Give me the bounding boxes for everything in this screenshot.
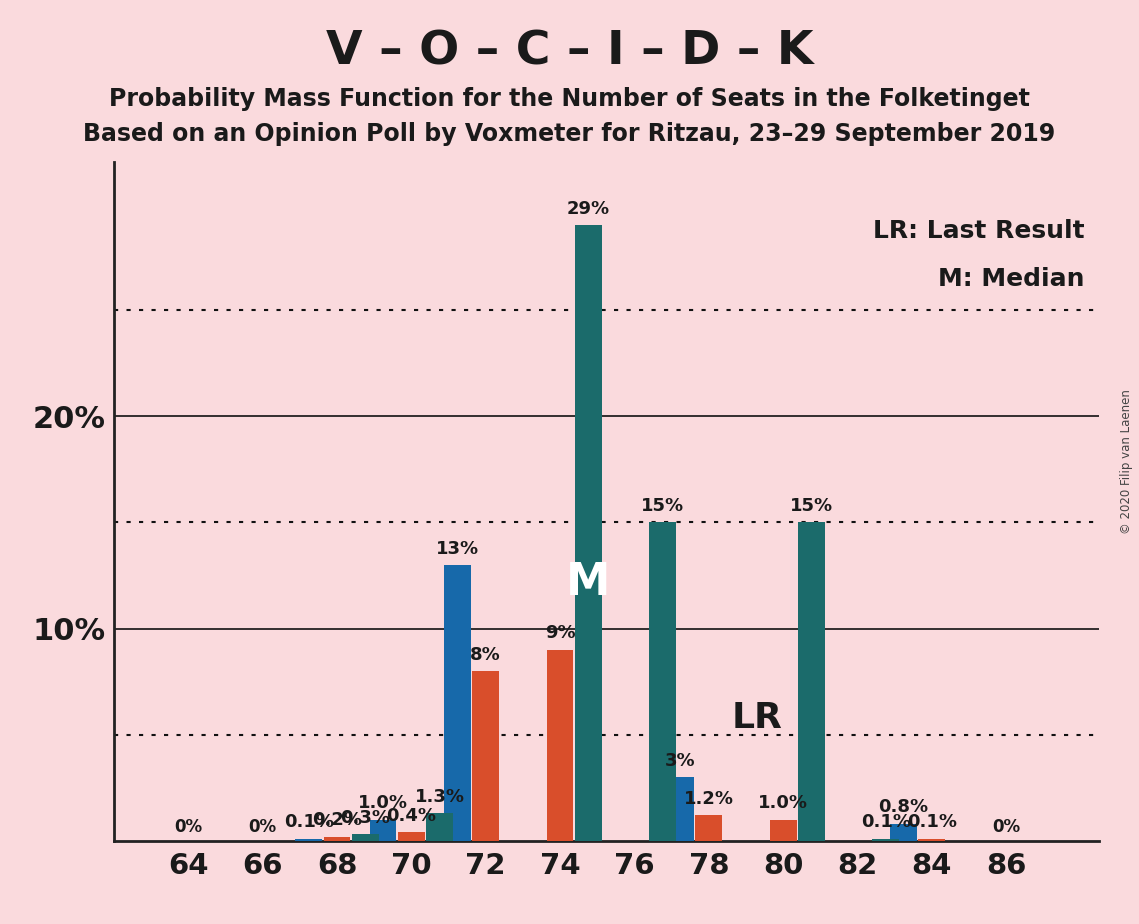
Text: 1.3%: 1.3% bbox=[415, 788, 465, 806]
Text: 15%: 15% bbox=[641, 497, 685, 515]
Text: LR: Last Result: LR: Last Result bbox=[872, 219, 1084, 243]
Bar bbox=[444, 565, 470, 841]
Bar bbox=[891, 824, 917, 841]
Bar bbox=[575, 225, 601, 841]
Text: M: Median: M: Median bbox=[937, 267, 1084, 291]
Text: LR: LR bbox=[731, 700, 782, 735]
Text: 0.1%: 0.1% bbox=[861, 813, 911, 832]
Text: 13%: 13% bbox=[436, 540, 480, 557]
Text: 0.1%: 0.1% bbox=[284, 813, 334, 832]
Text: Probability Mass Function for the Number of Seats in the Folketinget: Probability Mass Function for the Number… bbox=[109, 87, 1030, 111]
Bar bbox=[295, 839, 322, 841]
Bar bbox=[696, 815, 722, 841]
Text: 29%: 29% bbox=[567, 200, 609, 218]
Text: 0.2%: 0.2% bbox=[312, 811, 362, 829]
Bar bbox=[547, 650, 573, 841]
Text: 1.2%: 1.2% bbox=[683, 790, 734, 808]
Bar bbox=[370, 820, 396, 841]
Text: © 2020 Filip van Laenen: © 2020 Filip van Laenen bbox=[1121, 390, 1133, 534]
Text: 0.4%: 0.4% bbox=[386, 807, 436, 825]
Text: V – O – C – I – D – K: V – O – C – I – D – K bbox=[326, 30, 813, 75]
Text: 0.8%: 0.8% bbox=[878, 798, 928, 817]
Text: 0.1%: 0.1% bbox=[907, 813, 957, 832]
Text: 1.0%: 1.0% bbox=[759, 795, 808, 812]
Bar bbox=[426, 813, 453, 841]
Text: 0%: 0% bbox=[992, 818, 1021, 835]
Text: Based on an Opinion Poll by Voxmeter for Ritzau, 23–29 September 2019: Based on an Opinion Poll by Voxmeter for… bbox=[83, 122, 1056, 146]
Bar bbox=[872, 839, 899, 841]
Bar bbox=[398, 833, 425, 841]
Bar bbox=[770, 820, 796, 841]
Bar bbox=[798, 522, 825, 841]
Text: 0%: 0% bbox=[174, 818, 203, 835]
Text: 1.0%: 1.0% bbox=[358, 795, 408, 812]
Bar bbox=[352, 834, 378, 841]
Bar bbox=[323, 836, 351, 841]
Bar bbox=[667, 777, 694, 841]
Text: 8%: 8% bbox=[470, 646, 501, 663]
Text: 0.3%: 0.3% bbox=[341, 809, 391, 827]
Bar bbox=[918, 839, 945, 841]
Text: M: M bbox=[566, 561, 611, 604]
Text: 3%: 3% bbox=[665, 752, 696, 770]
Text: 0%: 0% bbox=[248, 818, 277, 835]
Bar bbox=[473, 671, 499, 841]
Text: 9%: 9% bbox=[544, 625, 575, 642]
Text: 15%: 15% bbox=[789, 497, 833, 515]
Bar bbox=[649, 522, 677, 841]
